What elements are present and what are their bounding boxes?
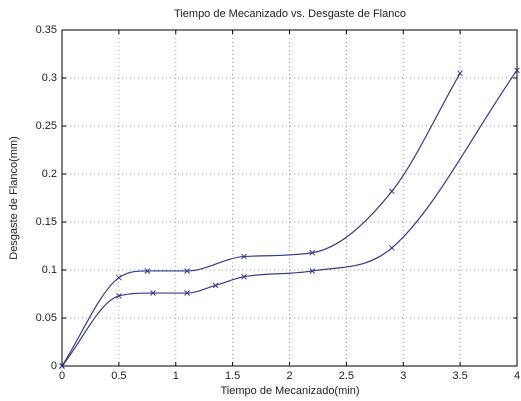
point-marker xyxy=(144,268,151,274)
chart-title: Tiempo de Mecanizado vs. Desgaste de Fla… xyxy=(174,8,406,20)
x-tick-label: 0.5 xyxy=(111,370,126,382)
y-tick-label: 0.1 xyxy=(42,264,57,276)
point-marker xyxy=(457,70,463,77)
point-marker xyxy=(514,67,520,74)
x-tick-label: 4 xyxy=(514,370,520,382)
plot-frame xyxy=(61,29,518,367)
point-marker xyxy=(212,282,219,289)
y-tick-label: 0.3 xyxy=(42,72,57,84)
x-tick-label: 1 xyxy=(173,370,179,382)
x-tick-label: 2.5 xyxy=(339,370,354,382)
y-axis-label: Desgaste de Flanco(mm) xyxy=(8,136,20,260)
x-tick-label: 1.5 xyxy=(225,370,240,382)
y-tick-label: 0 xyxy=(51,360,57,372)
line-series xyxy=(61,69,518,367)
point-marker xyxy=(389,245,395,251)
point-marker xyxy=(184,290,190,296)
y-tick-label: 0.25 xyxy=(36,120,57,132)
point-marker xyxy=(150,290,156,296)
x-tick-label: 3.5 xyxy=(452,370,467,382)
point-marker xyxy=(389,188,395,195)
x-tick-label: 3 xyxy=(400,370,406,382)
point-marker xyxy=(184,268,190,274)
x-tick-label: 2 xyxy=(286,370,292,382)
point-marker xyxy=(116,274,122,281)
y-tick-label: 0.2 xyxy=(42,168,57,180)
x-axis-label: Tiempo de Mecanizado(min) xyxy=(221,385,360,397)
y-tick-label: 0.05 xyxy=(36,312,57,324)
point-marker xyxy=(309,268,316,274)
point-marker xyxy=(116,293,122,299)
x-tick-label: 0 xyxy=(59,370,65,382)
point-marker xyxy=(241,273,247,280)
point-marker xyxy=(241,253,247,260)
point-marker xyxy=(309,249,316,256)
y-tick-label: 0.15 xyxy=(36,216,57,228)
point-marker xyxy=(59,363,65,369)
y-tick-label: 0.35 xyxy=(36,24,57,36)
